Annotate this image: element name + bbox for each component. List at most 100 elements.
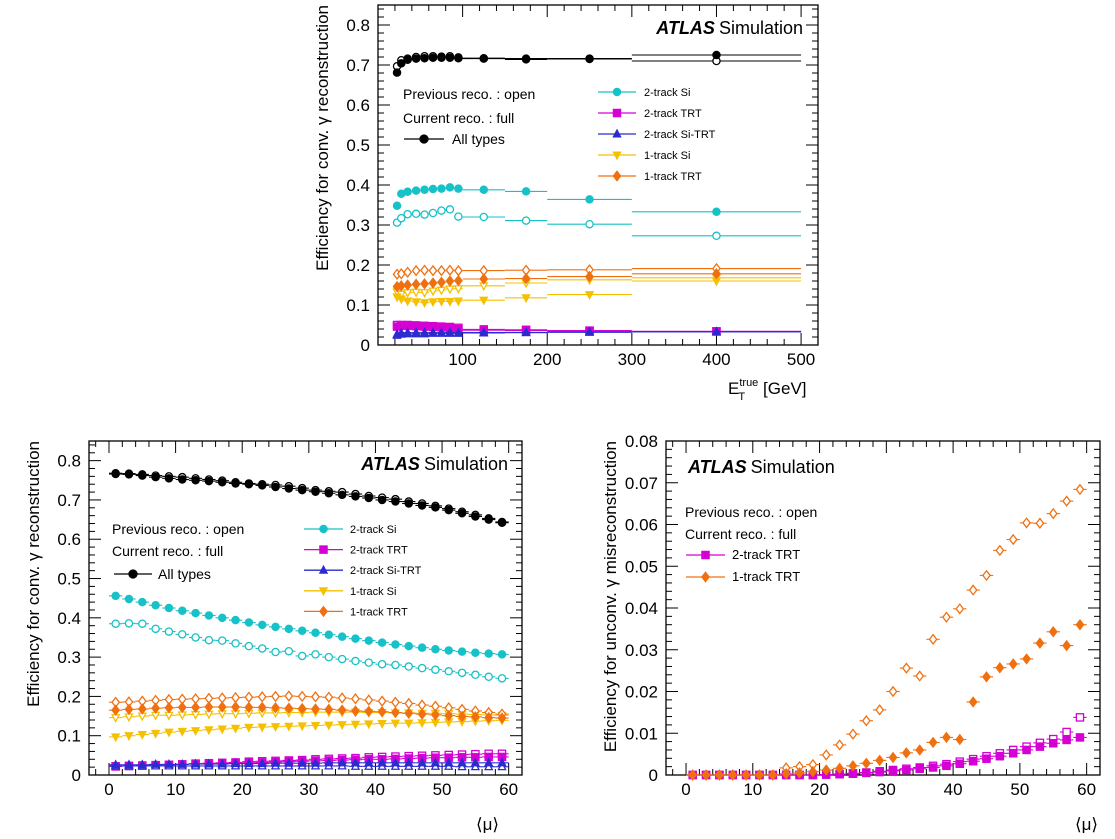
data-point-current — [204, 701, 214, 713]
y-tick-label: 0.03 — [625, 641, 658, 660]
data-point-current — [324, 630, 334, 639]
series-1 — [686, 483, 1087, 781]
data-point-current — [1075, 618, 1085, 631]
data-point-previous — [861, 714, 871, 727]
data-point-previous — [420, 264, 429, 276]
x-tick-label: 30 — [299, 780, 318, 799]
data-point-current — [204, 726, 214, 736]
data-point-current — [403, 279, 413, 291]
data-point-previous — [521, 216, 531, 225]
data-point-current — [714, 769, 724, 781]
data-point-current — [484, 757, 494, 767]
data-point-current — [755, 769, 764, 781]
data-point-previous — [1048, 507, 1058, 520]
data-point-current — [396, 295, 406, 305]
data-point-current — [271, 702, 280, 714]
data-point-current — [391, 640, 400, 649]
legend-marker — [319, 605, 328, 618]
legend-marker — [701, 550, 710, 560]
data-point-current — [428, 53, 438, 63]
y-tick-label: 0.1 — [346, 296, 370, 315]
data-point-current — [1049, 739, 1058, 748]
data-point-current — [411, 298, 421, 308]
data-point-current — [396, 327, 406, 337]
data-point-current — [982, 671, 991, 683]
data-point-current — [231, 701, 240, 713]
data-point-previous — [411, 264, 421, 277]
data-point-current — [402, 297, 413, 307]
data-point-current — [284, 702, 294, 714]
data-point-current — [835, 762, 845, 775]
data-point-previous — [244, 641, 254, 651]
x-tick-label: 0 — [681, 780, 690, 799]
data-point-current — [995, 751, 1005, 761]
x-axis-title-main: E — [728, 379, 739, 398]
x-tick-label: 30 — [877, 780, 896, 799]
data-point-current — [821, 764, 831, 776]
data-point-previous — [138, 619, 147, 628]
data-point-previous — [111, 619, 120, 628]
data-point-current — [995, 661, 1005, 674]
x-tick-label: 50 — [433, 780, 452, 799]
data-point-current — [404, 499, 414, 508]
x-tick-label: 10 — [166, 780, 185, 799]
data-point-current — [178, 606, 187, 616]
legend-label: 2-track TRT — [732, 547, 800, 562]
data-point-current — [741, 769, 751, 781]
x-tick-label: 10 — [743, 780, 762, 799]
data-point-current — [411, 278, 421, 290]
x-axis-title: ⟨μ⟩ — [1075, 815, 1098, 834]
data-point-previous — [1008, 533, 1018, 546]
data-point-previous — [445, 205, 455, 214]
legend-marker — [612, 170, 622, 182]
data-point-current — [521, 327, 531, 337]
data-point-previous — [445, 264, 455, 276]
legend-label: 1-track TRT — [732, 569, 800, 584]
data-point-current — [419, 327, 430, 337]
y-tick-label: 0.01 — [625, 724, 658, 743]
data-point-previous — [271, 690, 280, 703]
legend-label-all-types: All types — [452, 131, 505, 147]
y-axis-title: Efficiency for unconv. γ misreconstructi… — [601, 441, 620, 752]
data-point-current — [861, 757, 871, 770]
y-tick-label: 0.07 — [625, 474, 658, 493]
data-point-previous — [404, 697, 414, 710]
data-point-previous — [124, 619, 134, 628]
data-point-previous — [901, 662, 911, 674]
data-point-current — [403, 187, 412, 197]
data-point-current — [164, 474, 174, 483]
data-point-current — [284, 484, 294, 493]
data-point-current — [942, 761, 951, 771]
data-point-current — [411, 327, 421, 337]
data-point-previous — [364, 694, 374, 706]
data-point-previous — [888, 685, 898, 698]
data-point-previous — [428, 208, 438, 218]
data-point-current — [470, 711, 480, 723]
data-point-current — [324, 721, 334, 731]
data-point-current — [164, 759, 174, 768]
x-axis-title: Etrue T [GeV] — [728, 377, 807, 403]
series-4 — [392, 274, 802, 308]
data-point-previous — [164, 627, 174, 636]
data-point-current — [124, 470, 134, 479]
legend-marker — [318, 587, 329, 597]
data-point-current — [479, 273, 489, 285]
data-point-current — [151, 472, 160, 482]
data-point-current — [497, 757, 507, 767]
data-point-current — [230, 724, 241, 734]
data-point-previous — [403, 209, 412, 219]
atlas-suffix: Simulation — [751, 457, 835, 477]
y-tick-label: 0.3 — [346, 216, 370, 235]
data-point-current — [781, 768, 791, 780]
data-point-current — [310, 721, 321, 731]
data-point-current — [454, 184, 463, 193]
data-point-current — [430, 757, 441, 767]
data-point-current — [437, 184, 446, 193]
data-point-current — [1008, 658, 1018, 670]
data-point-current — [111, 469, 120, 479]
data-point-current — [191, 608, 200, 618]
atlas-label: ATLAS Simulation — [655, 18, 803, 38]
note-current-reco: Current reco. : full — [403, 110, 514, 126]
data-point-previous — [1075, 713, 1085, 722]
data-point-current — [124, 703, 134, 716]
